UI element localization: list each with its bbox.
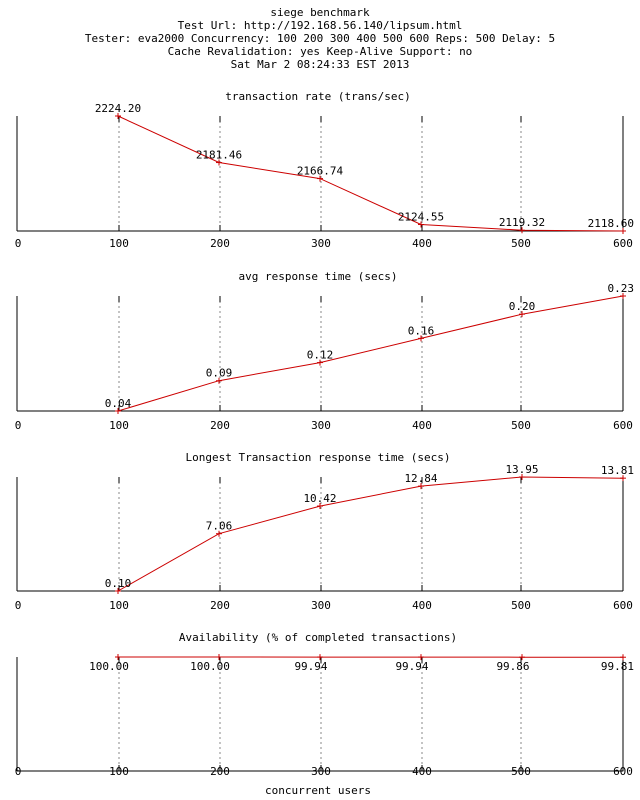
x-tick-label: 500 bbox=[511, 599, 531, 612]
x-tick-label: 500 bbox=[511, 419, 531, 432]
chart-panel-3: Longest Transaction response time (secs)… bbox=[15, 451, 634, 612]
x-tick-label: 400 bbox=[412, 237, 432, 250]
charts-group: transaction rate (trans/sec) 0 100 200 300 40… bbox=[15, 90, 634, 778]
data-point bbox=[317, 654, 323, 661]
x-tick-label: 300 bbox=[311, 419, 331, 432]
data-label: 2124.55 bbox=[398, 211, 444, 224]
data-point bbox=[418, 335, 424, 342]
x-tick-label: 300 bbox=[311, 237, 331, 250]
x-tick-label: 0 bbox=[15, 419, 22, 432]
data-point bbox=[418, 221, 424, 228]
data-point bbox=[519, 227, 525, 234]
data-point bbox=[620, 293, 626, 299]
x-tick-label: 400 bbox=[412, 765, 432, 778]
data-point bbox=[317, 175, 323, 182]
chart-title: avg response time (secs) bbox=[239, 270, 398, 283]
data-point bbox=[620, 654, 626, 661]
series-line bbox=[117, 476, 624, 592]
series-line bbox=[117, 295, 624, 412]
data-point bbox=[620, 228, 626, 234]
x-tick-label: 200 bbox=[210, 237, 230, 250]
header-line-title: siege benchmark bbox=[270, 6, 370, 19]
x-tick-label: 0 bbox=[15, 765, 22, 778]
series-line bbox=[117, 115, 624, 232]
x-tick-label: 200 bbox=[210, 419, 230, 432]
chart-panel-4: Availability (% of completed transaction… bbox=[15, 631, 634, 778]
chart-panel-1: transaction rate (trans/sec) 0 100 200 300 40… bbox=[15, 90, 634, 250]
x-tick-label: 300 bbox=[311, 599, 331, 612]
x-tick-label: 500 bbox=[511, 237, 531, 250]
data-point bbox=[418, 654, 424, 661]
data-label: 2118.60 bbox=[588, 217, 634, 230]
x-tick-label: 300 bbox=[311, 765, 331, 778]
header-line-url: Test Url: http://192.168.56.140/lipsum.h… bbox=[178, 19, 463, 32]
x-tick-label: 0 bbox=[15, 237, 22, 250]
data-label: 2166.74 bbox=[297, 165, 344, 178]
chart-title: Longest Transaction response time (secs) bbox=[186, 451, 451, 464]
data-point bbox=[317, 359, 323, 366]
data-label: 99.94 bbox=[294, 660, 327, 673]
data-label: 13.81 bbox=[601, 464, 634, 477]
x-tick-label: 100 bbox=[109, 765, 129, 778]
x-tick-label: 100 bbox=[109, 599, 129, 612]
x-tick-label: 200 bbox=[210, 765, 230, 778]
data-point bbox=[115, 588, 121, 594]
data-point bbox=[115, 113, 121, 119]
data-label: 0.16 bbox=[408, 324, 435, 337]
data-label: 0.23 bbox=[608, 282, 635, 295]
data-point bbox=[317, 503, 323, 510]
chart-panel-2: avg response time (secs) 0 100 200 300 400 500… bbox=[15, 270, 634, 432]
data-point bbox=[216, 530, 222, 537]
chart-title: transaction rate (trans/sec) bbox=[225, 90, 410, 103]
data-label: 2224.20 bbox=[95, 102, 141, 115]
data-point bbox=[620, 475, 626, 482]
x-tick-label: 500 bbox=[511, 765, 531, 778]
x-tick-label: 400 bbox=[412, 419, 432, 432]
data-label: 99.81 bbox=[601, 660, 634, 673]
data-point bbox=[519, 311, 525, 318]
data-label: 0.12 bbox=[307, 349, 334, 362]
x-tick-label: 100 bbox=[109, 237, 129, 250]
data-label: 100.00 bbox=[190, 660, 230, 673]
benchmark-header: siege benchmark Test Url: http://192.168… bbox=[85, 6, 555, 71]
x-tick-label: 200 bbox=[210, 599, 230, 612]
data-label: 10.42 bbox=[303, 492, 336, 505]
data-label: 0.10 bbox=[105, 577, 132, 590]
data-label: 13.95 bbox=[505, 463, 538, 476]
data-label: 0.20 bbox=[509, 300, 536, 313]
data-label: 12.84 bbox=[404, 472, 437, 485]
data-point bbox=[418, 483, 424, 490]
data-label: 0.04 bbox=[105, 397, 132, 410]
data-label: 99.94 bbox=[395, 660, 428, 673]
data-point bbox=[115, 654, 121, 660]
x-tick-label: 600 bbox=[613, 765, 633, 778]
data-point bbox=[216, 159, 222, 166]
data-label: 2119.32 bbox=[499, 216, 545, 229]
x-tick-label: 600 bbox=[613, 237, 633, 250]
x-tick-label: 600 bbox=[613, 599, 633, 612]
data-point bbox=[519, 654, 525, 661]
x-tick-label: 100 bbox=[109, 419, 129, 432]
x-tick-label: 0 bbox=[15, 599, 22, 612]
header-line-tester: Tester: eva2000 Concurrency: 100 200 300… bbox=[85, 32, 555, 45]
data-label: 7.06 bbox=[206, 520, 233, 533]
header-line-date: Sat Mar 2 08:24:33 EST 2013 bbox=[231, 58, 410, 71]
data-point bbox=[216, 654, 222, 660]
data-label: 0.09 bbox=[206, 367, 233, 380]
data-point bbox=[115, 408, 121, 414]
chart-title: Availability (% of completed transaction… bbox=[179, 631, 457, 644]
x-tick-label: 400 bbox=[412, 599, 432, 612]
data-point bbox=[216, 377, 222, 384]
data-point bbox=[519, 474, 525, 480]
x-tick-label: 600 bbox=[613, 419, 633, 432]
header-line-cache: Cache Revalidation: yes Keep-Alive Suppo… bbox=[168, 45, 473, 58]
data-label: 99.86 bbox=[496, 660, 529, 673]
data-label: 2181.46 bbox=[196, 149, 242, 162]
data-label: 100.00 bbox=[89, 660, 129, 673]
x-axis-label: concurrent users bbox=[265, 784, 371, 797]
